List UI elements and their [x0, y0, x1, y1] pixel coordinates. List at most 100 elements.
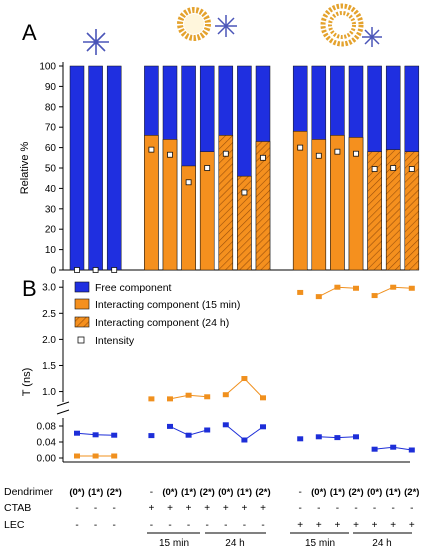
legend-swatch-interacting-24h — [74, 316, 90, 328]
intensity-marker — [92, 267, 99, 273]
panel-a-bars — [69, 65, 420, 273]
lec-cell: + — [353, 520, 359, 531]
dendrimer-cell: (1*) — [88, 487, 103, 498]
series-point — [390, 284, 397, 290]
dendrimer-cell: (2*) — [348, 487, 363, 498]
series-point — [408, 285, 415, 291]
panel-a-ylabel: Relative % — [19, 141, 31, 194]
ctab-cell: - — [317, 503, 320, 514]
ctab-cell: - — [354, 503, 357, 514]
series-point — [241, 437, 248, 443]
y-tick-label: 1.0 — [42, 387, 56, 398]
series-point — [148, 396, 155, 402]
series-line — [225, 377, 264, 399]
bar-interacting — [199, 151, 215, 271]
bar-interacting — [181, 165, 196, 271]
ctab-cell: - — [410, 503, 413, 514]
bar-interacting — [255, 141, 271, 271]
dendrimer-cell: (0*) — [69, 487, 84, 498]
bar-interacting — [237, 175, 252, 271]
ctab-cell: + — [204, 503, 210, 514]
series-point — [260, 395, 266, 401]
legend-label-free: Free component — [95, 282, 172, 294]
bar-interacting — [404, 151, 420, 271]
series-point — [297, 289, 304, 295]
series-point — [185, 392, 192, 398]
lec-cell: - — [113, 520, 116, 531]
series-point — [241, 376, 248, 382]
bar-interacting — [144, 135, 159, 271]
ctab-cell: - — [392, 503, 395, 514]
lec-cell: + — [297, 520, 303, 531]
dendrimer-cell: - — [150, 487, 153, 498]
lec-cell: - — [150, 520, 153, 531]
row-label-ctab: CTAB — [4, 502, 31, 514]
series-point — [204, 394, 211, 400]
ctab-cell: + — [186, 503, 192, 514]
series-point — [148, 433, 155, 439]
legend-label-intensity: Intensity — [95, 335, 135, 347]
series-point — [408, 447, 415, 453]
lec-cell: + — [372, 520, 378, 531]
ctab-cell: + — [241, 503, 247, 514]
y-tick-label: 100 — [39, 62, 56, 73]
series-point — [92, 432, 99, 438]
lec-cell: + — [390, 520, 396, 531]
series-point — [315, 434, 322, 440]
intensity-marker — [334, 148, 341, 155]
ctab-cell: - — [94, 503, 97, 514]
intensity-marker — [241, 189, 248, 196]
panel-b-axes: 0.00 0.04 0.08 1.0 1.5 2.0 2.5 3.0 T (ns) — [21, 280, 410, 465]
y-tick-label: 80 — [45, 102, 57, 113]
time-label-lec-24h: 24 h — [372, 538, 391, 549]
bar-free — [88, 65, 103, 271]
y-tick-label: 70 — [45, 123, 57, 134]
series-point — [353, 285, 359, 291]
series-point — [334, 284, 341, 290]
y-tick-label: 30 — [45, 204, 57, 215]
intensity-marker — [390, 165, 397, 171]
bar-interacting — [292, 131, 308, 271]
panel-b-ylabel: T (ns) — [21, 368, 33, 397]
legend-label-interacting-24h: Interacting component (24 h) — [95, 317, 229, 329]
series-point — [167, 396, 173, 402]
series-point — [222, 392, 229, 398]
ctab-cell: + — [260, 503, 266, 514]
lec-cell: - — [168, 520, 171, 531]
series-point — [371, 293, 378, 299]
lec-cell: - — [75, 520, 78, 531]
ctab-cell: + — [223, 503, 229, 514]
ctab-cell: - — [373, 503, 376, 514]
legend: Free component Interacting component (15… — [74, 281, 240, 347]
intensity-marker — [185, 179, 192, 186]
y-tick-label: 2.0 — [42, 335, 56, 346]
panel-a-axes: 0 10 20 30 40 50 60 70 80 90 100 Relative % — [19, 62, 410, 277]
lec-cell: + — [334, 520, 340, 531]
y-tick-label: 2.5 — [42, 309, 56, 320]
dendrimer-cell: (1*) — [181, 487, 196, 498]
panel-label-a: A — [22, 20, 37, 45]
series-point — [371, 446, 378, 452]
time-label-ctab-24h: 24 h — [225, 538, 244, 549]
y-tick-label: 0.04 — [37, 438, 57, 449]
dendrimer-cell: (1*) — [386, 487, 401, 498]
condition-table: Dendrimer CTAB LEC (0*) (1*) (2*) - (0*) (1*)… — [4, 486, 419, 549]
y-tick-label: 3.0 — [42, 283, 56, 294]
dendrimer-cell: (0*) — [162, 487, 177, 498]
dendrimer-cell: (2*) — [404, 487, 419, 498]
dendrimer-cell: (1*) — [237, 487, 252, 498]
lec-cell: - — [243, 520, 246, 531]
row-label-lec: LEC — [4, 519, 25, 531]
dendrimer-cell: (1*) — [330, 487, 345, 498]
series-point — [260, 424, 266, 430]
bar-free — [69, 65, 85, 271]
y-tick-label: 50 — [45, 164, 57, 175]
dendrimer-cell: (2*) — [255, 487, 270, 498]
dendrimer-icon — [83, 29, 109, 55]
lec-cell: + — [409, 520, 415, 531]
dendrimer-cell: (0*) — [218, 487, 233, 498]
intensity-marker — [297, 144, 304, 151]
ctab-cell: + — [167, 503, 173, 514]
bar-interacting — [330, 135, 345, 271]
y-tick-label: 0.08 — [37, 422, 57, 433]
